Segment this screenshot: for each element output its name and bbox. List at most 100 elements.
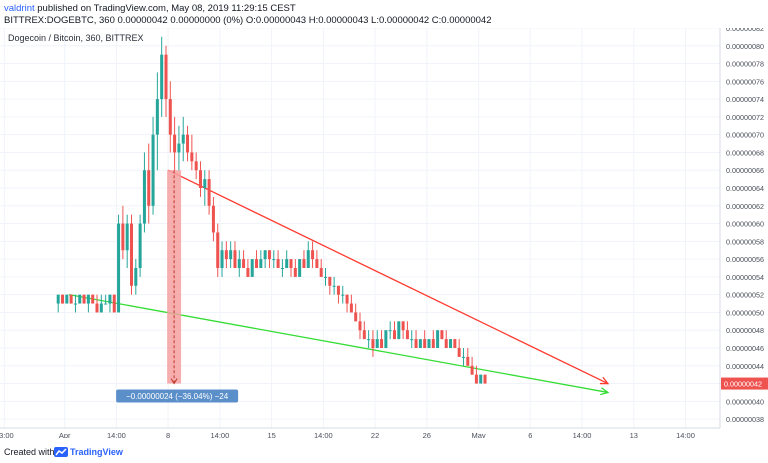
tradingview-brand[interactable]: TradingView <box>70 447 123 457</box>
candle-body <box>259 259 263 268</box>
candle-body <box>276 259 280 268</box>
candle-body <box>229 250 233 260</box>
candle-body <box>78 294 82 304</box>
candles <box>56 36 487 384</box>
price-tick-label: 0.00000044 <box>726 362 764 371</box>
resistance-trendline[interactable] <box>167 169 610 385</box>
price-tick-label: 0.00000080 <box>726 42 764 51</box>
candle-body <box>246 268 250 277</box>
candle-body <box>138 223 142 268</box>
price-tag-box <box>721 377 768 390</box>
price-tick-label: 0.00000060 <box>726 220 764 229</box>
candle-body <box>129 223 134 286</box>
candle-body <box>345 294 349 304</box>
time-tick-label: 26 <box>423 431 431 438</box>
candle-body <box>134 268 138 286</box>
candle-body <box>358 321 362 331</box>
candle-body <box>263 250 267 260</box>
price-tick-label: 0.00000038 <box>726 415 764 424</box>
author-link[interactable]: valdrint <box>4 3 35 14</box>
candle-body <box>388 330 392 332</box>
time-axis[interactable]: 13:00 Apr 14:00 8 14:00 15 14:00 22 26 May 6 14:00 1… <box>0 431 695 438</box>
candle-body <box>91 294 95 304</box>
candle-body <box>224 250 228 260</box>
support-line-arrow-icon <box>600 387 610 396</box>
candle-body <box>147 170 151 206</box>
candle-body <box>436 330 440 348</box>
candle-body <box>392 330 396 340</box>
candle-body <box>151 134 155 206</box>
candle-body <box>173 134 177 153</box>
candle-body <box>289 259 293 268</box>
candle-body <box>211 205 215 233</box>
candle-body <box>168 99 172 135</box>
tradingview-logo-icon <box>54 447 68 457</box>
support-line[interactable] <box>68 294 609 394</box>
plot-area[interactable] <box>0 28 720 428</box>
candle-body <box>440 330 444 340</box>
candle-body <box>125 223 129 251</box>
candle-body <box>69 294 73 304</box>
support-trendline[interactable] <box>68 294 610 396</box>
candle-body <box>311 250 315 260</box>
candle-body <box>190 152 194 162</box>
candle-body <box>423 339 427 348</box>
candle-body <box>104 303 108 305</box>
candle-body <box>341 294 345 296</box>
candle-body <box>397 321 401 340</box>
candle-body <box>401 321 405 331</box>
candle-body <box>328 276 332 286</box>
price-chart[interactable]: −0.00000024 (−36.04%) −24 0.00000038 0.00… <box>0 28 768 438</box>
candle-body <box>86 294 90 304</box>
created-with-text: Created with <box>4 447 55 457</box>
candle-body <box>203 179 207 188</box>
price-tag-label: 0.00000042 <box>724 380 762 389</box>
candle-body <box>194 161 198 171</box>
candle-body <box>332 285 336 287</box>
candle-body <box>444 339 448 348</box>
price-tick-label: 0.00000066 <box>726 166 764 175</box>
price-tick-label: 0.00000082 <box>726 28 764 33</box>
candle-body <box>461 356 465 358</box>
footer: Created with TradingView <box>0 442 768 463</box>
candle-body <box>302 259 306 268</box>
price-tick-label: 0.00000078 <box>726 60 764 69</box>
candle-body <box>65 294 69 304</box>
candle-body <box>362 330 366 340</box>
candle-body <box>99 303 103 313</box>
candle-body <box>354 312 358 322</box>
candle-body <box>298 259 302 277</box>
measure-label-box <box>116 389 239 403</box>
current-price-tag: 0.00000042 <box>721 377 768 390</box>
price-tick-label: 0.00000056 <box>726 255 764 264</box>
candle-body <box>242 259 246 268</box>
price-tick-label: 0.00000058 <box>726 237 764 246</box>
time-tick-label: 14:00 <box>676 431 695 438</box>
time-tick-label: 13 <box>630 431 638 438</box>
candle-body <box>367 339 371 341</box>
candle-body <box>164 54 168 100</box>
price-tick-label: 0.00000048 <box>726 326 764 335</box>
candle-body <box>181 134 185 144</box>
time-tick-label: 14:00 <box>314 431 333 438</box>
price-axis[interactable]: 0.00000038 0.00000040 0.00000042 0.00000044… <box>726 28 764 424</box>
candle-body <box>431 339 435 348</box>
price-tick-label: 0.00000070 <box>726 131 764 140</box>
measure-arrow-icon <box>170 378 178 385</box>
candle-body <box>177 143 181 153</box>
price-tick-label: 0.00000046 <box>726 344 764 353</box>
candle-body <box>267 250 271 260</box>
chart-title: Dogecoin / Bitcoin, 360, BITTREX <box>8 33 144 43</box>
measure-tool[interactable]: −0.00000024 (−36.04%) −24 <box>116 170 239 403</box>
price-tick-label: 0.00000072 <box>726 113 764 122</box>
candle-body <box>95 303 99 313</box>
candle-body <box>474 374 478 384</box>
candle-body <box>198 170 202 188</box>
resistance-line[interactable] <box>167 169 609 385</box>
candle-body <box>255 259 259 268</box>
price-tick-label: 0.00000062 <box>726 202 764 211</box>
time-tick-label: May <box>471 431 485 438</box>
candle-body <box>285 259 289 268</box>
candle-body <box>237 259 241 268</box>
candle-body <box>121 223 125 251</box>
